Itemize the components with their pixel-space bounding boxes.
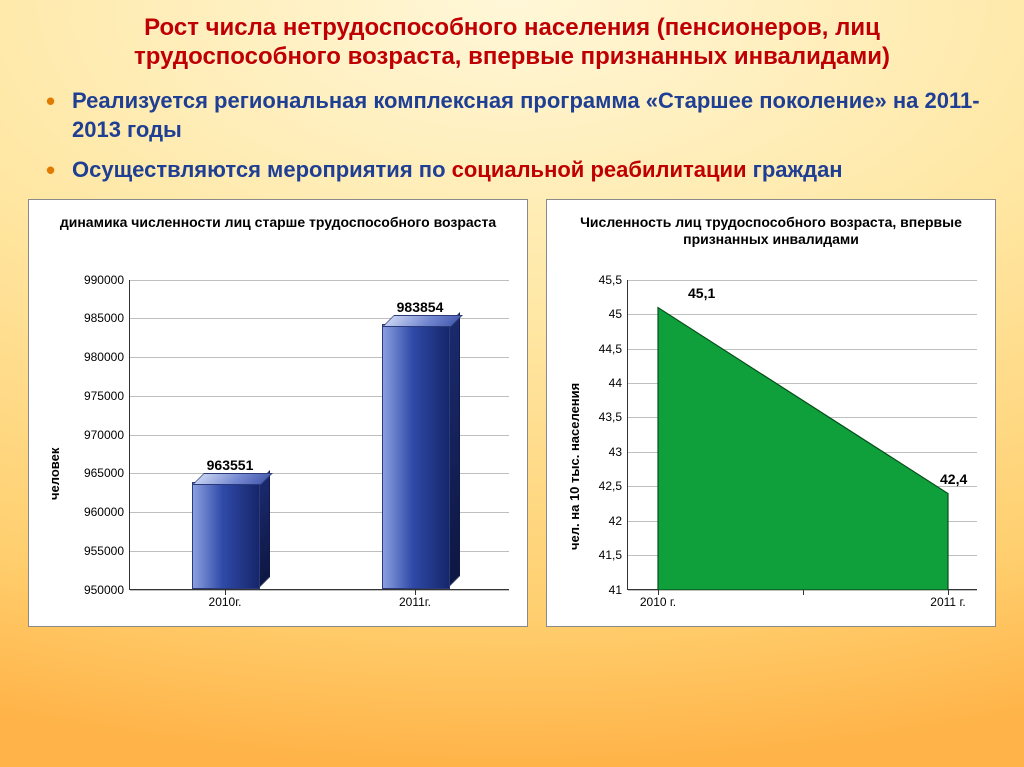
chart-left-ytick: 985000 <box>84 311 130 325</box>
slide-title: Рост числа нетрудоспособного населения (… <box>48 14 976 72</box>
chart-right-xtick-mark <box>948 590 949 595</box>
chart-right-title: Численность лиц трудоспособного возраста… <box>571 214 971 249</box>
chart-left-ytick: 980000 <box>84 350 130 364</box>
chart-right-point-label: 45,1 <box>688 285 715 301</box>
chart-right-xtick-mark <box>803 590 804 595</box>
bullet-1: Реализуется региональная комплексная про… <box>46 86 996 145</box>
chart-right-ytick: 41,5 <box>599 548 628 562</box>
chart-left-title: динамика численности лиц старше трудоспо… <box>53 214 503 232</box>
chart-left-xtick-mark <box>415 590 416 595</box>
bullet-list: Реализуется региональная комплексная про… <box>46 86 996 185</box>
chart-left: динамика численности лиц старше трудоспо… <box>28 199 528 627</box>
chart-right: Численность лиц трудоспособного возраста… <box>546 199 996 627</box>
chart-right-ytick: 42,5 <box>599 479 628 493</box>
chart-right-area-icon <box>628 280 978 590</box>
chart-left-ytick: 955000 <box>84 544 130 558</box>
bullet-2-text-c: граждан <box>753 157 843 182</box>
chart-left-ytick: 950000 <box>84 583 130 597</box>
chart-left-bar-value: 963551 <box>207 457 254 473</box>
chart-left-bar <box>192 484 259 589</box>
chart-right-xtick-mark <box>658 590 659 595</box>
chart-left-ylabel: человек <box>47 447 62 499</box>
chart-left-bar-value: 983854 <box>397 299 444 315</box>
chart-left-gridline <box>130 280 509 281</box>
bullet-2: Осуществляются мероприятия по социальной… <box>46 155 996 185</box>
bullet-2-text-b: социальной реабилитации <box>452 157 753 182</box>
chart-left-xtick-mark <box>225 590 226 595</box>
chart-right-point-label: 42,4 <box>940 471 967 487</box>
bullet-1-text-a: Реализуется региональная комплексная про… <box>72 88 893 113</box>
chart-left-ytick: 990000 <box>84 273 130 287</box>
chart-right-ytick: 45 <box>609 307 628 321</box>
chart-right-ytick: 44 <box>609 376 628 390</box>
chart-left-ytick: 960000 <box>84 505 130 519</box>
chart-left-plot: 9500009550009600009650009700009750009800… <box>129 280 509 590</box>
chart-right-ytick: 43,5 <box>599 410 628 424</box>
charts-row: динамика численности лиц старше трудоспо… <box>28 199 996 627</box>
chart-right-ytick: 45,5 <box>599 273 628 287</box>
chart-left-gridline <box>130 590 509 591</box>
chart-left-bar <box>382 326 449 588</box>
chart-right-ylabel: чел. на 10 тыс. населения <box>567 382 582 549</box>
bullet-2-text-a: Осуществляются мероприятия по <box>72 157 452 182</box>
chart-right-ytick: 43 <box>609 445 628 459</box>
chart-left-ytick: 965000 <box>84 466 130 480</box>
slide: Рост числа нетрудоспособного населения (… <box>0 0 1024 767</box>
chart-right-ytick: 41 <box>609 583 628 597</box>
chart-right-plot: 4141,54242,54343,54444,54545,545,142,420… <box>627 280 977 590</box>
chart-right-ytick: 44,5 <box>599 342 628 356</box>
chart-right-ytick: 42 <box>609 514 628 528</box>
chart-left-ytick: 970000 <box>84 428 130 442</box>
chart-left-ytick: 975000 <box>84 389 130 403</box>
